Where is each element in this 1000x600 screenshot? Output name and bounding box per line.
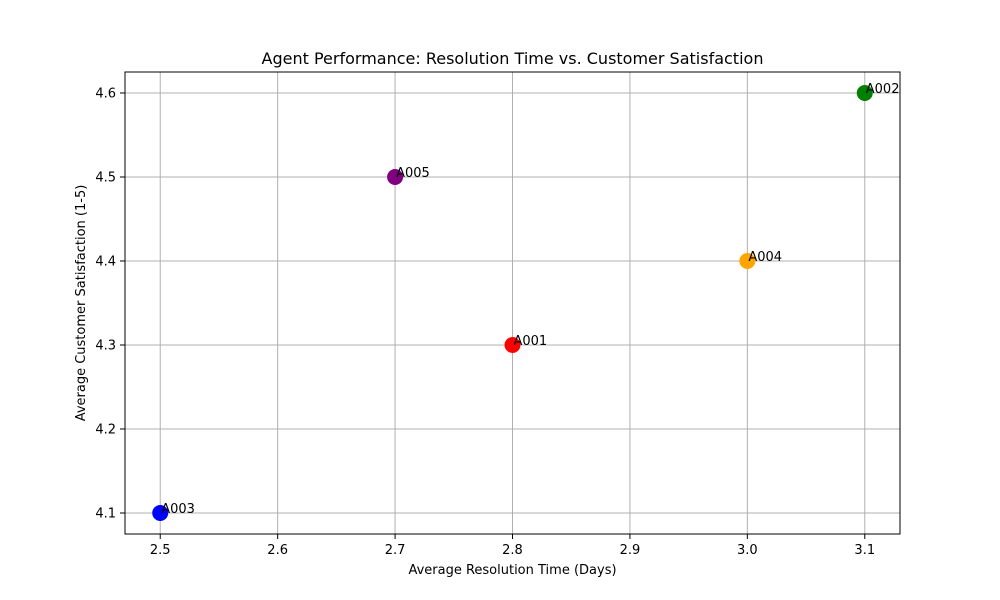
- point-label-a001: A001: [514, 334, 548, 349]
- x-tick-label: 2.7: [385, 543, 406, 558]
- point-a004: [739, 253, 756, 269]
- point-label-a003: A003: [161, 502, 195, 517]
- x-tick-label: 2.6: [267, 543, 288, 558]
- plot-frame: [124, 71, 901, 535]
- point-a002: [856, 85, 873, 101]
- x-axis-label: Average Resolution Time (Days): [408, 563, 616, 578]
- x-tick-label: 2.8: [502, 543, 523, 558]
- point-label-a004: A004: [748, 250, 782, 265]
- y-tick-label: 4.3: [95, 339, 116, 354]
- point-a005: [387, 169, 404, 185]
- point-a001: [504, 337, 521, 353]
- y-axis-label: Average Customer Satisfaction (1-5): [74, 185, 89, 422]
- point-label-a002: A002: [866, 82, 900, 97]
- point-label-a005: A005: [396, 166, 430, 181]
- points-layer: A001 A002 A003 A004 A005: [152, 82, 899, 521]
- x-tick-label: 3.0: [737, 543, 758, 558]
- y-tick-label: 4.2: [95, 423, 116, 438]
- y-tick-label: 4.4: [95, 255, 116, 270]
- chart-title: Agent Performance: Resolution Time vs. C…: [262, 49, 764, 68]
- point-a003: [152, 505, 169, 521]
- y-tick-label: 4.5: [95, 171, 116, 186]
- x-tick-label: 2.5: [150, 543, 171, 558]
- grid-layer: [125, 72, 900, 534]
- y-tick-label: 4.6: [95, 87, 116, 102]
- x-tick-label: 2.9: [620, 543, 641, 558]
- y-tick-label: 4.1: [95, 507, 116, 522]
- ticks-layer: 2.5 2.6 2.7 2.8 2.9 3.0 3.1 4.1 4.2 4.3 4.4 4.5 4.6: [95, 87, 875, 559]
- x-tick-label: 3.1: [854, 543, 875, 558]
